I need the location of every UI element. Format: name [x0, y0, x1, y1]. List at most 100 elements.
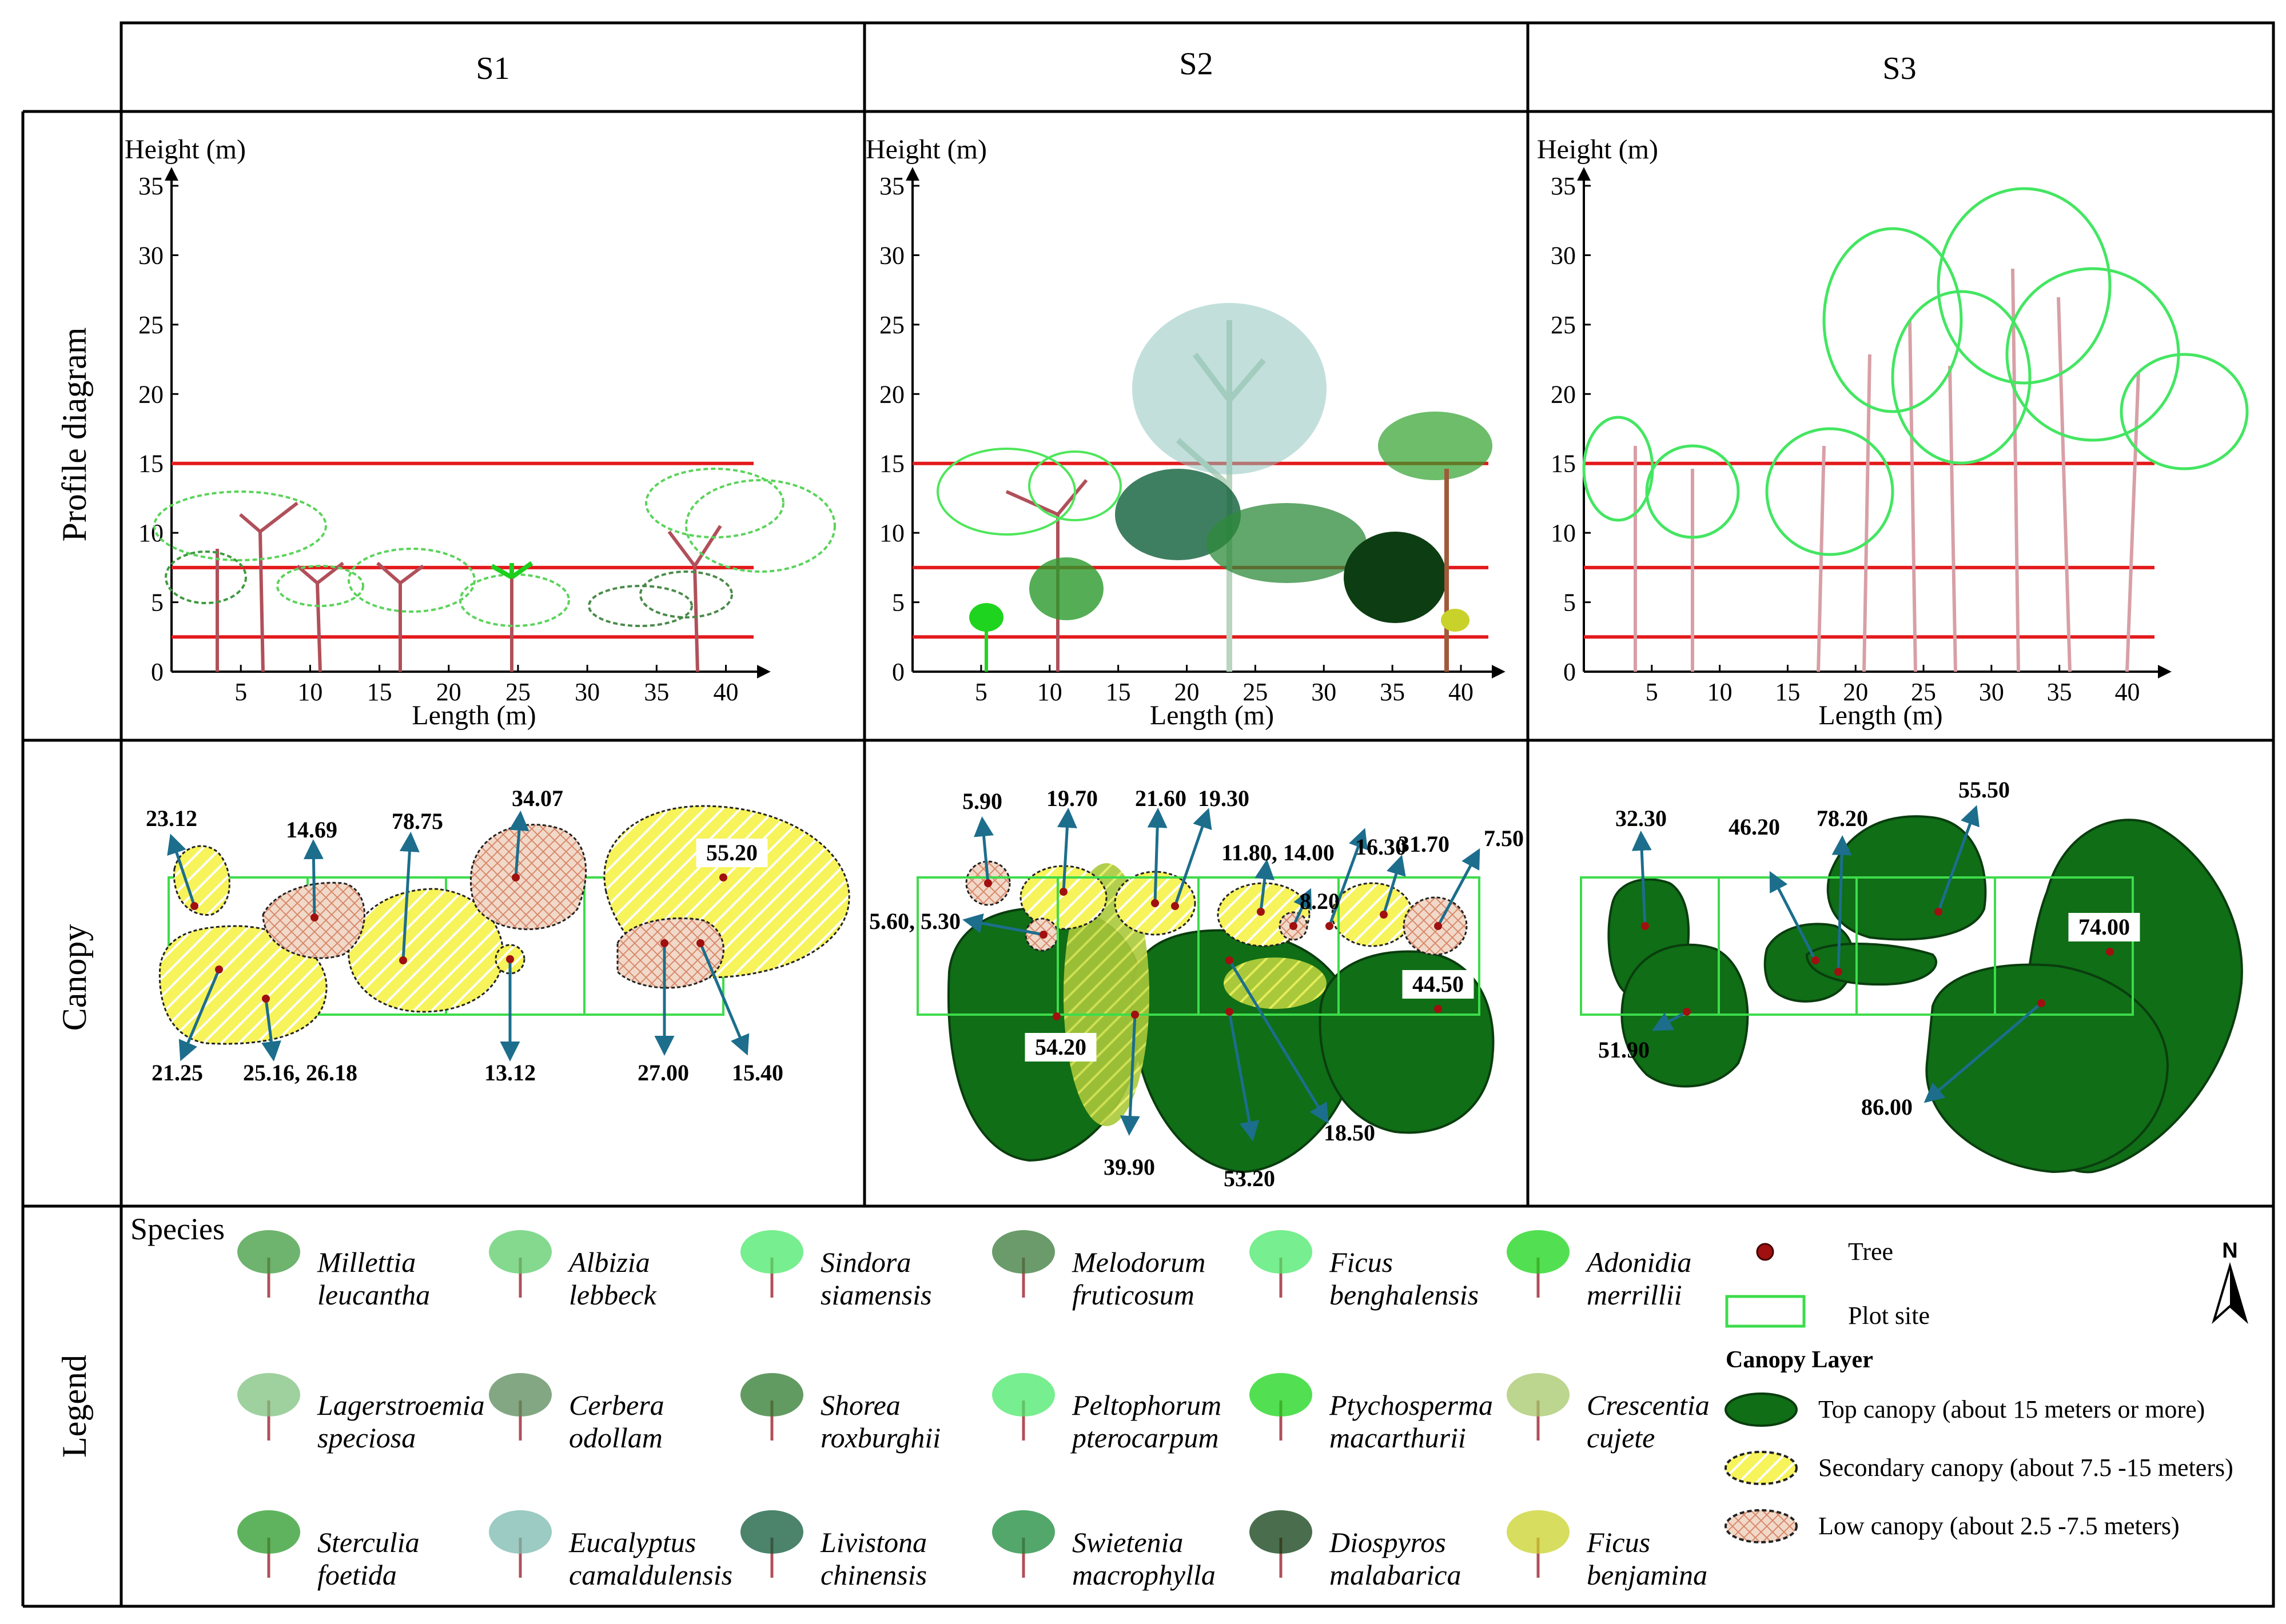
- tree-crown-icon: [992, 1230, 1055, 1274]
- tree-dot: [399, 956, 407, 964]
- canopy-label-s1: 78.75: [392, 808, 443, 964]
- crown-s2-secondary-1: [1019, 865, 1108, 930]
- x-tick-label: 10: [1707, 678, 1733, 706]
- pointer-arrow: [962, 913, 1044, 936]
- x-tick-label: 25: [1911, 678, 1936, 706]
- crown-s2-secondary-4: [1331, 882, 1413, 947]
- canopy-label-s3: 51.90: [1598, 1008, 1691, 1063]
- canopy-label-s3: 78.20: [1817, 805, 1868, 976]
- species-epithet: merrillii: [1587, 1279, 1682, 1311]
- y-tick-label: 30: [1551, 241, 1576, 269]
- y-tick-label: 10: [879, 519, 905, 547]
- y-tick-label: 20: [879, 380, 905, 408]
- pointer-arrow: [1831, 835, 1852, 972]
- x-tick-label: 30: [575, 678, 600, 706]
- species-epithet: camaldulensis: [569, 1559, 732, 1591]
- species-genus: Peltophorum: [1072, 1389, 1221, 1421]
- species-genus: Melodorum: [1072, 1246, 1205, 1278]
- species-genus: Shorea: [821, 1389, 901, 1421]
- species-epithet: leucantha: [317, 1279, 430, 1311]
- tree-crown-icon: [1507, 1230, 1570, 1274]
- x-tick-label: 40: [714, 678, 739, 706]
- species-genus: Albizia: [567, 1246, 650, 1278]
- pointer-arrow: [1147, 808, 1168, 904]
- tree-dot: [984, 879, 992, 887]
- x-axis-label: Length (m): [1150, 700, 1274, 731]
- canopy-value: 34.07: [512, 785, 563, 811]
- canopy-label-s1: 55.20: [696, 839, 768, 881]
- y-tick-label: 25: [879, 311, 905, 339]
- profile-axes-s3: Height (m) 0 5 10 15 20 25 30 35 5 10 15 20 25 30 35 40 L…: [1537, 134, 2172, 731]
- pointer-arrow: [1254, 859, 1275, 912]
- species-genus: Eucalyptus: [568, 1526, 696, 1558]
- profile-trees-s3: [1582, 187, 2249, 672]
- tree-dot: [719, 873, 727, 881]
- legend-tree: Tree: [1848, 1238, 1893, 1266]
- pointer-arrow: [1651, 1010, 1688, 1031]
- pointer-arrow: [509, 811, 529, 878]
- species-genus: Millettia: [317, 1246, 416, 1278]
- x-tick-label: 25: [1242, 678, 1268, 706]
- species-epithet: roxburghii: [821, 1422, 941, 1454]
- canopy-value: 55.20: [706, 840, 758, 865]
- tree-dot: [1325, 922, 1333, 930]
- y-tick-label: 25: [1551, 311, 1576, 339]
- y-tick-label: 5: [151, 589, 164, 617]
- tree-dot: [1151, 899, 1159, 907]
- tree-dot: [262, 995, 270, 1003]
- pointer-arrow: [1228, 959, 1329, 1124]
- pointer-arrow: [1923, 1002, 2042, 1103]
- tree-dot: [1434, 922, 1442, 930]
- x-tick-label: 40: [2114, 678, 2140, 706]
- tree-crown-icon: [740, 1373, 803, 1416]
- tree-crown-icon: [992, 1373, 1055, 1416]
- pointer-arrow: [974, 816, 994, 884]
- pointer-arrow: [1057, 808, 1077, 892]
- canopy-label-s2: 39.90: [1104, 1011, 1155, 1180]
- tree-dot: [1053, 1012, 1061, 1020]
- canopy-value: 21.60: [1135, 785, 1186, 811]
- row-header-profile: Profile diagram: [55, 328, 93, 542]
- y-tick-label: 10: [1551, 519, 1576, 547]
- table-grid: [21, 21, 2275, 1608]
- species-genus: Swietenia: [1072, 1526, 1183, 1558]
- canopy-label-s3: 86.00: [1861, 999, 2045, 1120]
- tree-dot: [1380, 911, 1388, 919]
- y-tick-label: 0: [892, 658, 905, 686]
- species-epithet: chinensis: [821, 1559, 927, 1591]
- canopy-value: 19.30: [1198, 785, 1249, 811]
- canopy-value: 21.25: [152, 1060, 203, 1086]
- tree-dot: [1434, 1005, 1442, 1013]
- legend-species-title: Species: [130, 1212, 225, 1246]
- tree-dot: [1225, 1008, 1233, 1016]
- y-tick-label: 5: [892, 589, 905, 617]
- y-tick-label: 15: [1551, 450, 1576, 478]
- tree-dot: [1934, 908, 1942, 916]
- tree-dot: [1811, 956, 1819, 964]
- species-genus: Crescentia: [1587, 1389, 1710, 1421]
- profile-canopies-s1: [153, 468, 836, 627]
- label-box: [2068, 913, 2140, 941]
- pointer-arrow: [1631, 831, 1652, 927]
- species-epithet: odollam: [569, 1422, 663, 1454]
- profile-trees-s2: [937, 303, 1492, 672]
- canopy-value: 39.90: [1104, 1154, 1155, 1180]
- pointer-arrow: [178, 969, 221, 1062]
- legend-low: Low canopy (about 2.5 -7.5 meters): [1818, 1512, 2180, 1540]
- species-genus: Diospyros: [1329, 1526, 1446, 1558]
- row-header-legend: Legend: [55, 1355, 93, 1458]
- y-tick-label: 30: [879, 241, 905, 269]
- canopy-panel-s2: [917, 860, 1495, 1174]
- plot-grid-s2: [917, 876, 1480, 1016]
- crown-s1-low-27: [616, 917, 724, 989]
- canopy-label-s2: 44.50: [1402, 970, 1474, 1013]
- crown-s1-yellow-small: [173, 845, 230, 916]
- canopy-value: 74.00: [2078, 914, 2130, 940]
- canopy-label-s2: 11.80, 14.00: [1221, 840, 1335, 916]
- pointer-arrow: [1328, 828, 1368, 927]
- canopy-label-s2: 8.20: [1289, 888, 1340, 930]
